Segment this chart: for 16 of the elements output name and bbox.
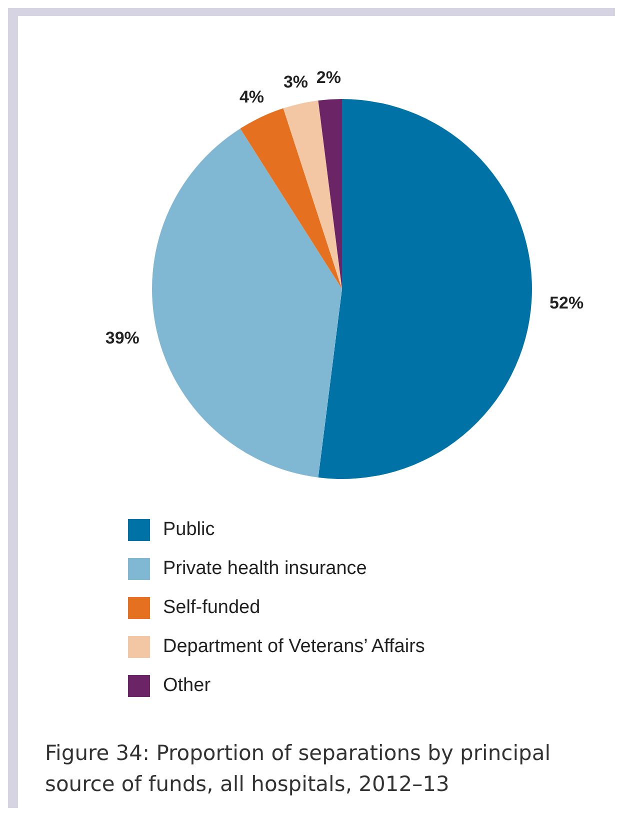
pie-slice xyxy=(318,99,532,479)
text: Figure 34: Proportion of separations by principal source of funds, all hospitals, 2012–13 xyxy=(45,740,552,798)
pie-slice xyxy=(240,108,342,289)
pie-slice xyxy=(318,99,342,289)
data-label: 2% xyxy=(316,68,341,87)
data-label: 4% xyxy=(239,88,264,107)
pie-slice xyxy=(283,100,342,289)
legend-label: Public xyxy=(163,518,215,540)
legend-label: Self-funded xyxy=(163,596,260,618)
legend-label: Private health insurance xyxy=(163,558,367,580)
pie-slice xyxy=(152,128,342,478)
data-label: 3% xyxy=(283,72,308,92)
data-label: 39% xyxy=(105,328,140,348)
legend-label: Other xyxy=(163,674,211,696)
legend-label: Department of Veterans’ Affairs xyxy=(163,636,425,658)
data-label: 52% xyxy=(550,294,584,313)
